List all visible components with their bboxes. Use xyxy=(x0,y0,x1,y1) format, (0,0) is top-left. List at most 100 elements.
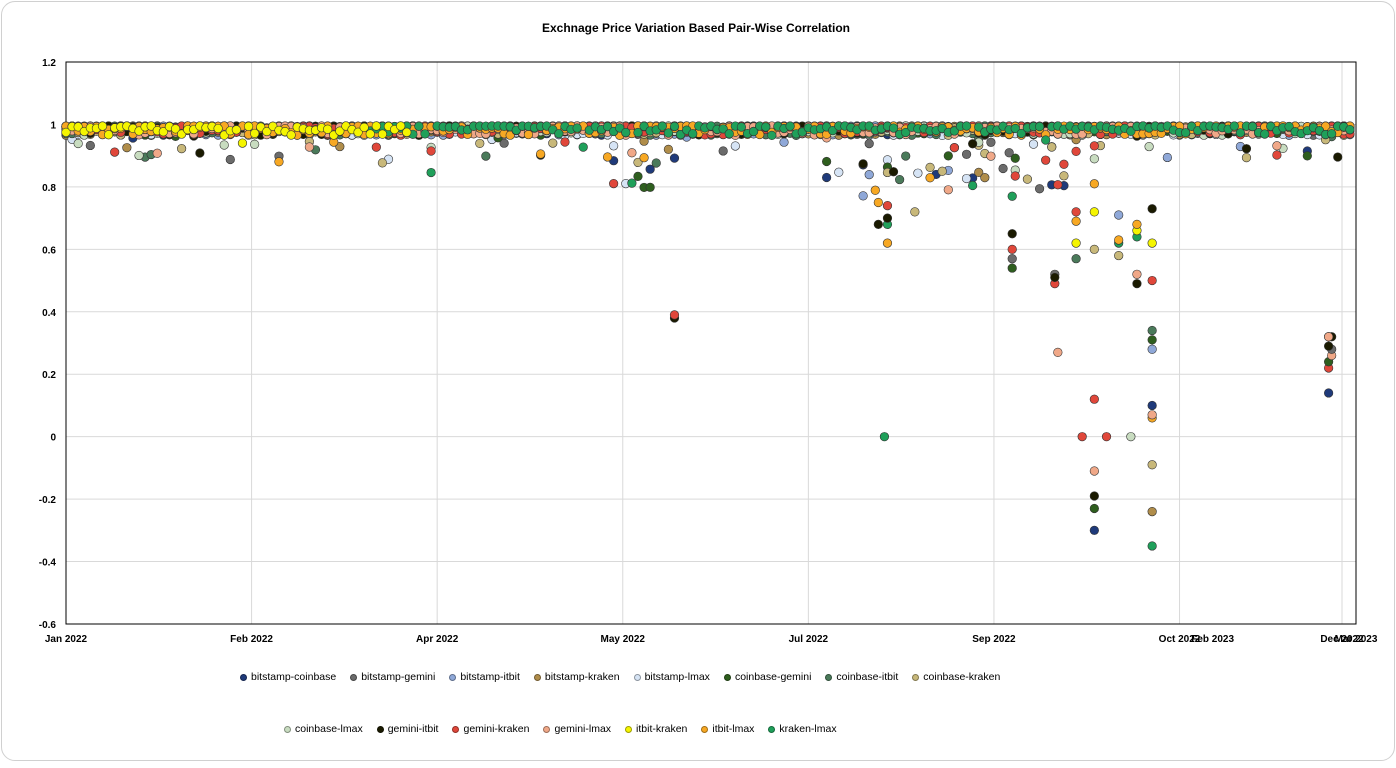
legend-marker xyxy=(912,673,920,681)
data-point-gemini-itbit xyxy=(1007,229,1017,239)
legend-row: coinbase-lmax gemini-itbit gemini-kraken ge… xyxy=(284,716,1160,742)
data-point-itbit-kraken xyxy=(402,127,412,137)
data-point-bitstamp-lmax xyxy=(1028,139,1039,149)
data-point-gemini-kraken xyxy=(669,310,680,320)
data-point-coinbase-gemini xyxy=(645,182,655,192)
data-point-gemini-kraken xyxy=(426,146,436,156)
data-point-bitstamp-gemini xyxy=(1007,254,1017,264)
data-point-itbit-kraken xyxy=(237,138,248,148)
y-tick-label: 0.4 xyxy=(42,308,56,319)
data-point-kraken-lmax xyxy=(879,432,890,442)
x-tick-label: Jan 2022 xyxy=(45,634,88,645)
data-point-coinbase-kraken xyxy=(1089,244,1099,254)
data-point-kraken-lmax xyxy=(1034,122,1045,132)
data-point-itbit-kraken xyxy=(158,127,168,137)
data-point-bitstamp-lmax xyxy=(961,173,972,184)
data-point-kraken-lmax xyxy=(785,121,795,131)
data-point-coinbase-kraken xyxy=(177,144,187,154)
data-point-bitstamp-coinbase xyxy=(1147,400,1157,411)
data-point-bitstamp-lmax xyxy=(609,141,619,151)
data-point-gemini-lmax xyxy=(943,185,953,195)
legend-label: bitstamp-lmax xyxy=(644,671,710,683)
data-point-itbit-kraken xyxy=(365,129,375,139)
data-point-gemini-itbit xyxy=(858,159,868,169)
data-point-itbit-kraken xyxy=(1089,207,1099,217)
legend-marker xyxy=(376,725,384,733)
data-point-gemini-itbit xyxy=(1147,204,1157,214)
data-point-kraken-lmax xyxy=(426,167,436,178)
data-point-kraken-lmax xyxy=(761,122,771,132)
data-point-kraken-lmax xyxy=(1181,128,1191,138)
data-point-bitstamp-kraken xyxy=(122,143,132,153)
data-point-gemini-kraken xyxy=(882,201,893,211)
data-point-bitstamp-itbit xyxy=(1147,344,1157,354)
data-point-itbit-kraken xyxy=(73,122,83,132)
legend-marker xyxy=(768,725,776,733)
data-point-itbit-kraken xyxy=(61,127,71,137)
data-point-gemini-itbit xyxy=(873,219,883,229)
data-point-kraken-lmax xyxy=(414,121,424,131)
legend-label: itbit-lmax xyxy=(712,723,755,735)
data-point-coinbase-gemini xyxy=(1010,153,1020,163)
legend-label: gemini-kraken xyxy=(463,723,530,735)
data-point-kraken-lmax xyxy=(572,123,582,133)
data-point-itbit-lmax xyxy=(925,173,935,183)
legend-item: gemini-kraken xyxy=(452,723,529,735)
chart-title: Exchnage Price Variation Based Pair-Wise… xyxy=(541,21,850,35)
data-point-bitstamp-gemini xyxy=(961,149,972,159)
legend-marker xyxy=(452,725,460,733)
data-point-coinbase-kraken xyxy=(1241,153,1252,163)
data-point-kraken-lmax xyxy=(901,127,911,138)
y-tick-label: 1 xyxy=(50,120,56,131)
data-point-gemini-kraken xyxy=(110,147,120,157)
legend-label: bitstamp-gemini xyxy=(361,671,436,683)
data-point-gemini-itbit xyxy=(968,139,978,149)
legend-item: coinbase-kraken xyxy=(912,671,1000,683)
y-tick-label: -0.6 xyxy=(39,620,57,631)
data-point-itbit-kraken xyxy=(377,129,388,139)
legend-item: gemini-itbit xyxy=(376,723,438,735)
data-point-itbit-kraken xyxy=(371,121,381,131)
data-point-kraken-lmax xyxy=(974,122,984,132)
data-point-bitstamp-gemini xyxy=(864,139,874,149)
legend-item: kraken-lmax xyxy=(768,723,837,735)
data-point-coinbase-lmax xyxy=(250,139,260,149)
data-point-kraken-lmax xyxy=(578,142,588,152)
legend-marker xyxy=(625,725,633,733)
legend-marker xyxy=(350,673,358,681)
x-tick-label: Apr 2022 xyxy=(416,634,459,645)
data-point-gemini-itbit xyxy=(195,148,205,158)
data-point-coinbase-lmax xyxy=(134,150,144,161)
legend-row: bitstamp-coinbase bitstamp-gemini bitstamp… xyxy=(240,664,1160,690)
data-point-bitstamp-gemini xyxy=(718,146,728,156)
legend-marker xyxy=(825,673,833,681)
data-point-coinbase-kraken xyxy=(1114,250,1124,261)
data-point-itbit-kraken xyxy=(170,124,181,134)
data-point-gemini-kraken xyxy=(609,178,619,189)
data-point-kraken-lmax xyxy=(1147,541,1157,551)
data-point-gemini-kraken xyxy=(1147,275,1157,286)
data-point-coinbase-kraken xyxy=(1147,460,1157,470)
legend-marker xyxy=(633,673,641,681)
legend-item: bitstamp-gemini xyxy=(350,671,435,683)
data-point-kraken-lmax xyxy=(1260,129,1270,139)
data-point-kraken-lmax xyxy=(724,129,734,139)
legend-item: coinbase-itbit xyxy=(825,671,898,683)
data-point-bitstamp-itbit xyxy=(779,137,789,147)
legend-item: coinbase-lmax xyxy=(284,723,363,735)
data-point-itbit-lmax xyxy=(639,153,649,163)
data-point-itbit-kraken xyxy=(359,122,369,132)
legend: bitstamp-coinbase bitstamp-gemini bitstamp… xyxy=(240,664,1160,768)
data-point-coinbase-itbit xyxy=(481,151,491,161)
data-point-bitstamp-itbit xyxy=(864,170,874,180)
data-point-gemini-lmax xyxy=(304,142,314,152)
data-point-coinbase-kraken xyxy=(475,138,485,149)
data-point-gemini-itbit xyxy=(1132,279,1142,289)
data-point-gemini-kraken xyxy=(1007,244,1017,254)
data-point-kraken-lmax xyxy=(1010,123,1020,134)
data-point-gemini-kraken xyxy=(1059,159,1069,169)
data-point-kraken-lmax xyxy=(1345,125,1355,135)
data-point-kraken-lmax xyxy=(663,128,674,138)
legend-marker xyxy=(723,673,731,681)
data-point-itbit-kraken xyxy=(213,123,223,134)
